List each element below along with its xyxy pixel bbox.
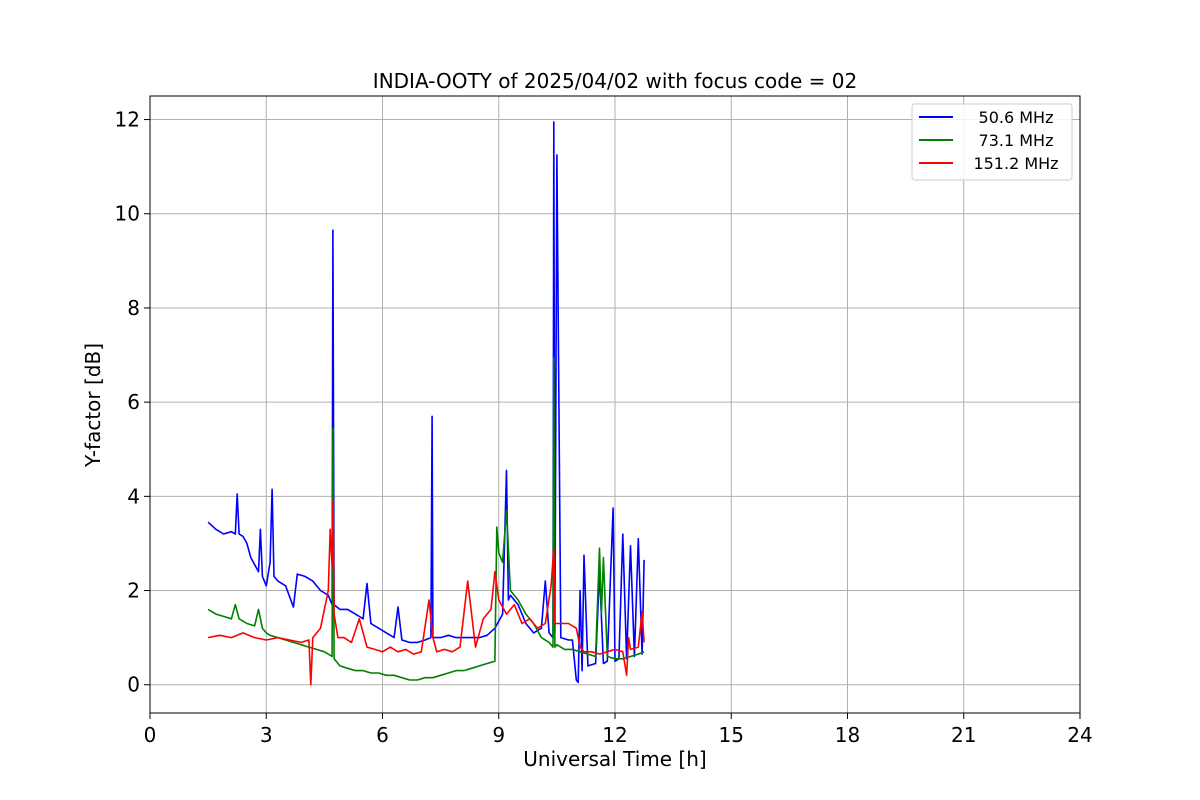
x-tick-label: 6 — [376, 723, 389, 747]
x-tick-label: 9 — [492, 723, 505, 747]
y-tick-label: 2 — [127, 579, 140, 603]
x-tick-label: 12 — [602, 723, 627, 747]
legend-label-50-6: 50.6 MHz — [979, 108, 1054, 127]
x-axis-label: Universal Time [h] — [523, 747, 706, 771]
x-tick-label: 0 — [144, 723, 157, 747]
chart-title: INDIA-OOTY of 2025/04/02 with focus code… — [373, 69, 857, 93]
x-tick-label: 3 — [260, 723, 273, 747]
y-axis: 0 2 4 6 8 10 12 — [115, 108, 150, 697]
y-tick-label: 0 — [127, 673, 140, 697]
legend-box — [911, 103, 1073, 181]
series-line-3 — [207, 500, 645, 686]
x-tick-label: 21 — [951, 723, 976, 747]
legend: 50.6 MHz 73.1 MHz 151.2 MHz — [911, 103, 1073, 181]
y-tick-label: 8 — [127, 296, 140, 320]
y-tick-label: 10 — [115, 202, 140, 226]
legend-label-73-1: 73.1 MHz — [979, 131, 1054, 150]
series-group — [207, 121, 645, 686]
x-tick-label: 24 — [1067, 723, 1092, 747]
legend-label-151-2: 151.2 MHz — [973, 154, 1058, 173]
y-tick-label: 6 — [127, 390, 140, 414]
y-axis-label: Y-factor [dB] — [81, 343, 105, 468]
y-tick-label: 12 — [115, 108, 140, 132]
x-tick-label: 18 — [835, 723, 860, 747]
series-line-1 — [207, 121, 645, 684]
x-axis: 0 3 6 9 12 15 18 21 24 — [144, 713, 1093, 747]
y-tick-label: 4 — [127, 484, 140, 508]
x-tick-label: 15 — [719, 723, 744, 747]
